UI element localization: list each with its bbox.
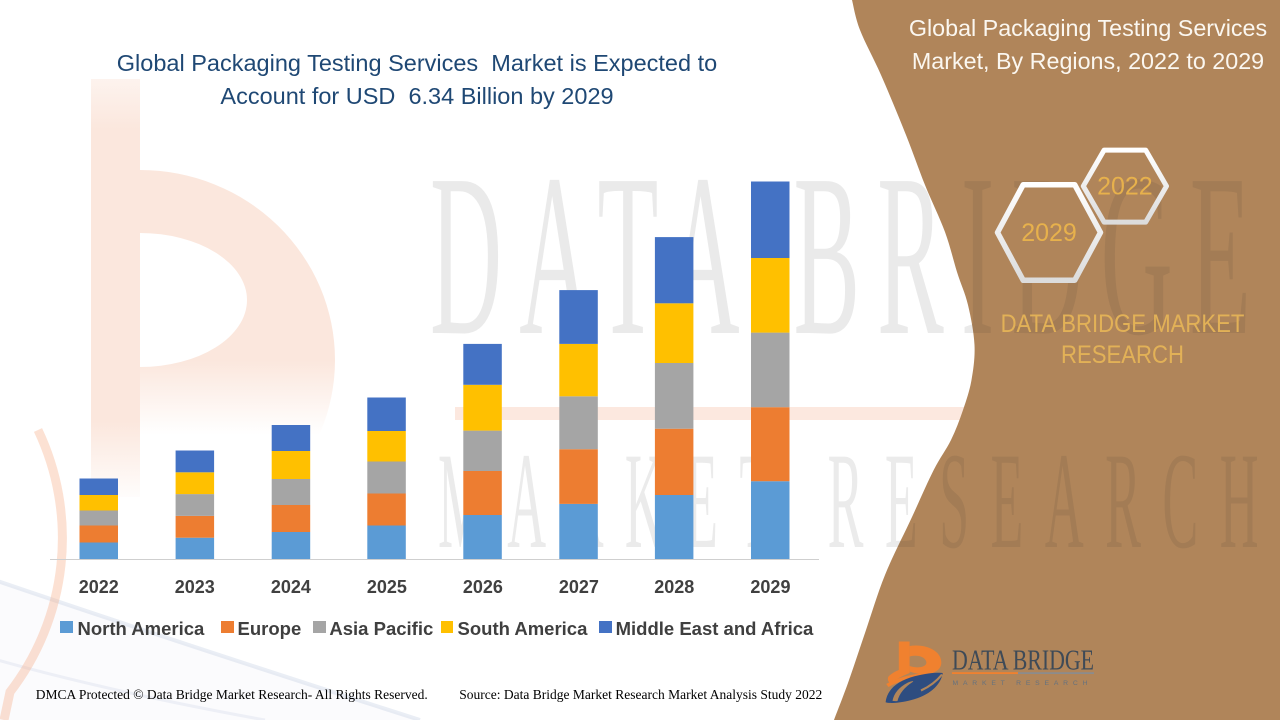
svg-text:2022: 2022 xyxy=(1097,173,1153,201)
svg-text:DATA BRIDGE: DATA BRIDGE xyxy=(952,646,1094,677)
svg-text:2029: 2029 xyxy=(1021,219,1077,247)
svg-text:MARKET RESEARCH: MARKET RESEARCH xyxy=(953,680,1092,687)
